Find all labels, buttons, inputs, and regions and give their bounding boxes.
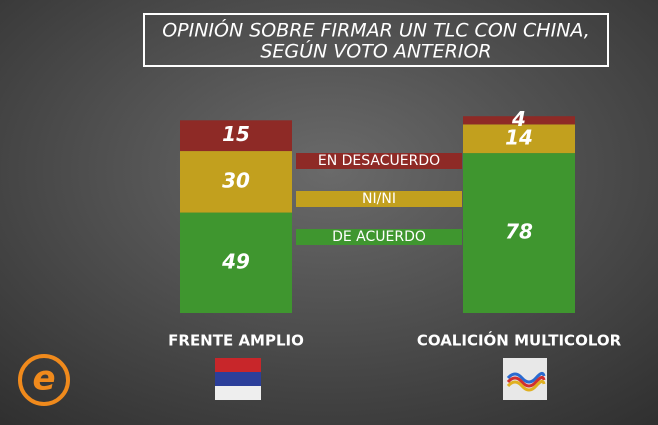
bar-segment (180, 151, 292, 213)
value-label: 14 (505, 125, 533, 149)
value-label: 30 (222, 168, 250, 192)
value-label: 49 (221, 249, 250, 273)
bar-segment (463, 124, 575, 154)
value-label: 15 (222, 122, 250, 146)
legend-label: EN DESACUERDO (318, 153, 440, 169)
chart-title: OPINIÓN SOBRE FIRMAR UN TLC CON CHINA, (162, 18, 590, 42)
legend-swatch (296, 153, 462, 169)
value-label: 4 (511, 107, 526, 131)
flag-coalicion (503, 358, 547, 400)
category-label: FRENTE AMPLIO (168, 332, 304, 350)
value-label: 78 (505, 220, 533, 244)
title-box (143, 13, 609, 67)
logo: e (18, 354, 70, 406)
bar-segment (463, 116, 575, 125)
flag-frente-amplio (215, 358, 261, 400)
bar-segment (180, 120, 292, 152)
legend-label: NI/NI (362, 191, 396, 207)
category-label: COALICIÓN MULTICOLOR (417, 331, 622, 350)
chart-title: SEGÚN VOTO ANTERIOR (260, 39, 491, 63)
legend-swatch (296, 229, 462, 245)
bar-segment (180, 212, 292, 313)
legend-label: DE ACUERDO (332, 229, 426, 245)
legend-swatch (296, 191, 462, 207)
bar-segment (463, 153, 575, 313)
svg-text:e: e (32, 359, 55, 399)
